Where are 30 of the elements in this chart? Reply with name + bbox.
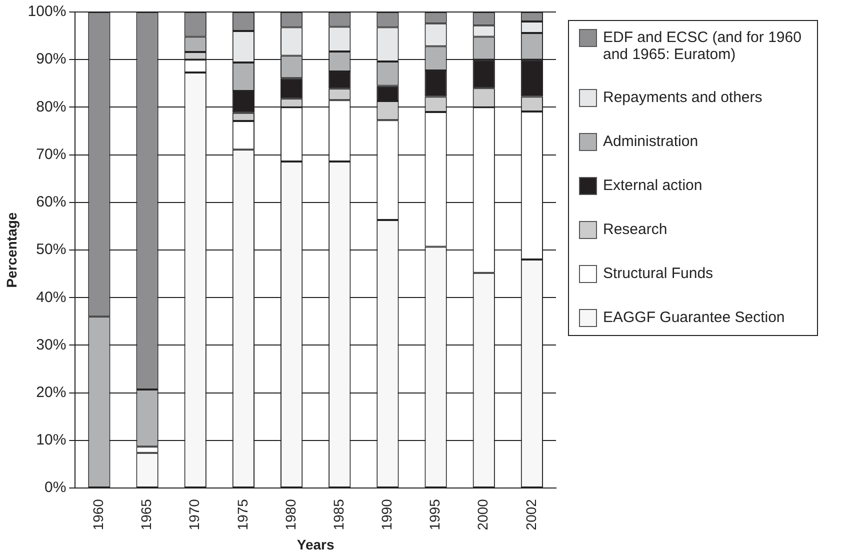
- legend-label: Research: [603, 221, 668, 238]
- y-tick-label: 10%: [36, 432, 66, 449]
- y-axis-title: Percentage: [3, 212, 20, 288]
- x-tick-label: 1965: [138, 498, 154, 530]
- y-tick-label: 30%: [36, 336, 66, 354]
- y-tick-label: 70%: [36, 146, 66, 163]
- x-tick-label: 1960: [90, 498, 106, 530]
- x-tick-label: 1990: [378, 498, 395, 530]
- x-tick-label: 1985: [330, 498, 346, 530]
- y-tick-label: 0%: [44, 479, 66, 496]
- y-tick-label: 60%: [36, 194, 66, 211]
- y-tick-label: 80%: [36, 98, 66, 116]
- x-tick-label: 1975: [234, 498, 250, 530]
- y-tick-label: 50%: [36, 241, 66, 258]
- legend-label: External action: [603, 177, 702, 194]
- x-tick-label: 2000: [474, 498, 491, 530]
- text: Structural Funds: [603, 265, 714, 282]
- x-tick-label: 1980: [282, 498, 298, 530]
- y-tick-label: 40%: [36, 288, 66, 306]
- x-tick-label: 1970: [186, 498, 202, 530]
- y-tick-label: 20%: [36, 384, 66, 401]
- y-tick-label: 100%: [28, 3, 66, 20]
- legend-label: Repayments and others: [603, 89, 762, 106]
- x-axis-title: Years: [296, 536, 334, 552]
- y-tick-label: 90%: [36, 50, 66, 68]
- legend-label: EDF and ECSC (and for 1960 and 1965: Euratom): [603, 29, 802, 63]
- x-tick-label: 2002: [522, 498, 539, 530]
- text: EAGGF Guarantee Section: [603, 309, 785, 326]
- x-tick-label: 1995: [426, 498, 443, 530]
- legend-label: Administration: [603, 133, 698, 150]
